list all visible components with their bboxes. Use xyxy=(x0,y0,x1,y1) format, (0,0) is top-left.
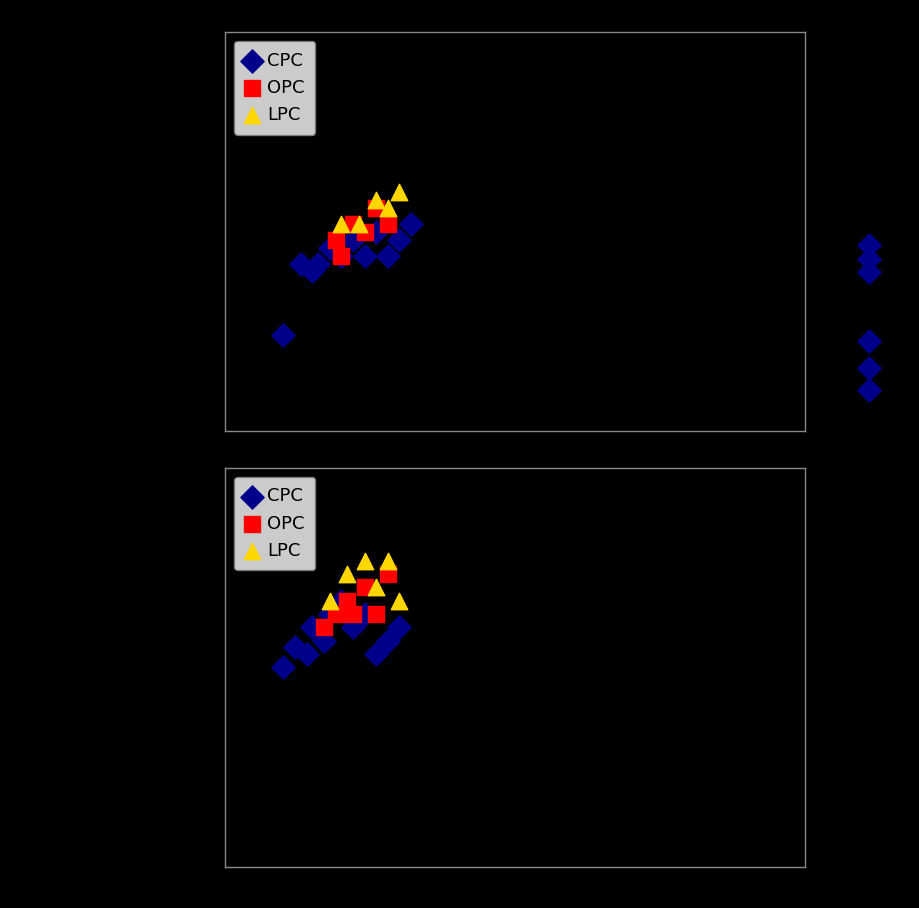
CPC xyxy=(334,594,348,608)
LPC xyxy=(391,184,406,199)
Point xyxy=(861,265,876,280)
LPC xyxy=(334,216,348,231)
CPC xyxy=(299,646,313,661)
Legend: CPC, OPC, LPC: CPC, OPC, LPC xyxy=(234,477,315,570)
CPC xyxy=(311,256,325,271)
CPC xyxy=(357,607,371,621)
LPC xyxy=(369,580,383,595)
Legend: CPC, OPC, LPC: CPC, OPC, LPC xyxy=(234,41,315,134)
CPC xyxy=(391,620,406,635)
LPC xyxy=(391,594,406,608)
OPC xyxy=(346,216,360,231)
CPC xyxy=(346,620,360,635)
OPC xyxy=(328,607,343,621)
OPC xyxy=(357,580,371,595)
CPC xyxy=(334,248,348,262)
CPC xyxy=(276,328,290,342)
LPC xyxy=(339,567,354,581)
LPC xyxy=(380,554,394,568)
CPC xyxy=(369,646,383,661)
LPC xyxy=(322,594,336,608)
CPC xyxy=(380,248,394,262)
CPC xyxy=(305,620,320,635)
OPC xyxy=(369,607,383,621)
CPC xyxy=(322,607,336,621)
LPC xyxy=(357,554,371,568)
CPC xyxy=(369,224,383,239)
OPC xyxy=(346,607,360,621)
Point xyxy=(861,333,876,348)
CPC xyxy=(293,256,308,271)
LPC xyxy=(380,201,394,215)
CPC xyxy=(276,660,290,675)
LPC xyxy=(369,192,383,207)
CPC xyxy=(305,264,320,279)
OPC xyxy=(357,224,371,239)
CPC xyxy=(357,248,371,262)
Point xyxy=(861,360,876,375)
CPC xyxy=(316,634,331,648)
OPC xyxy=(380,216,394,231)
CPC xyxy=(391,232,406,247)
OPC xyxy=(334,248,348,262)
CPC xyxy=(380,634,394,648)
OPC xyxy=(339,594,354,608)
LPC xyxy=(351,216,366,231)
Point xyxy=(861,252,876,266)
Point xyxy=(861,383,876,398)
OPC xyxy=(380,567,394,581)
OPC xyxy=(328,232,343,247)
OPC xyxy=(369,201,383,215)
OPC xyxy=(316,620,331,635)
CPC xyxy=(403,216,418,231)
CPC xyxy=(322,241,336,255)
CPC xyxy=(346,232,360,247)
Point xyxy=(861,238,876,252)
CPC xyxy=(288,640,302,655)
